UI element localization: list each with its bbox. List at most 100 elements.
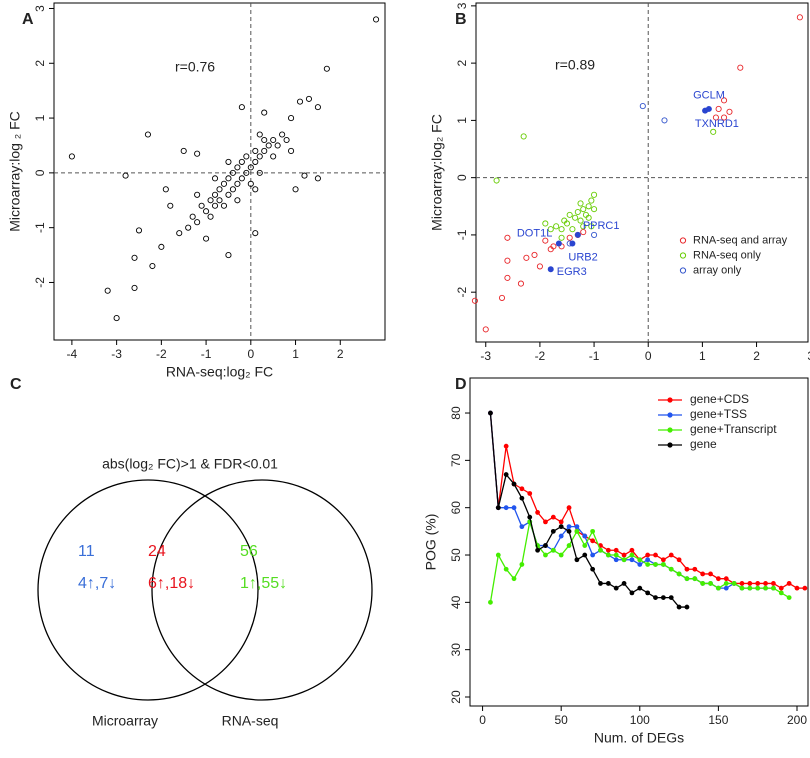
series-point [566,528,572,534]
point [542,220,549,227]
legend-label: array only [693,264,742,276]
point [270,136,277,144]
point [305,95,313,102]
series-point [621,557,627,563]
point [639,103,646,110]
series-point [739,581,745,586]
y-tick-label: -2 [33,277,47,288]
region-count: 11 [78,543,95,560]
x-tick-label: -2 [156,347,167,361]
point [220,180,228,187]
point [314,104,321,111]
legend-marker [679,267,687,274]
y-axis-label: POG (%) [423,514,439,571]
y-tick-label: -1 [455,229,469,240]
series-point [566,543,572,548]
point [569,226,576,233]
x-tick-label: -4 [67,347,78,361]
series-point [653,552,658,558]
series-point [629,557,635,563]
series-point [723,585,729,591]
highlight-label: URB2 [568,251,597,263]
point [243,153,250,160]
series-point [755,581,761,586]
y-tick-label: 50 [449,548,463,562]
point [234,164,241,171]
series-point [676,604,682,610]
point [563,220,571,227]
point [234,180,241,187]
series-point [503,566,509,572]
point [185,224,192,231]
point [591,231,598,238]
y-axis-label: Microarray:log₂ FC [429,114,445,231]
series-point [605,581,611,586]
plot-frame [469,377,809,707]
series-point [739,585,745,591]
series-point [519,486,525,492]
point [265,142,272,149]
series-point [558,552,564,558]
series-point [543,552,548,558]
point [536,263,543,270]
series-point [590,552,596,558]
point [577,217,584,224]
point [471,297,478,304]
series-point [574,524,580,530]
point [252,158,259,165]
series-point [613,552,619,558]
point [194,219,201,226]
series-point [676,571,682,577]
series-point [621,552,627,558]
series-point [495,552,501,558]
x-tick-label: -1 [589,349,600,363]
point [566,234,573,241]
x-axis-label: Num. of DEGs [594,730,684,746]
series-point [598,581,603,586]
point [661,117,668,124]
series-point [747,581,753,586]
region-detail: 1↑,55↓ [240,575,287,592]
y-tick-label: 2 [455,59,469,66]
series-point [613,547,619,553]
highlight-point [547,266,554,273]
point [577,200,584,207]
venn-circle [37,479,259,701]
region-count: 56 [240,543,258,560]
point [373,16,380,23]
point [585,203,592,210]
x-tick-label: 0 [479,713,486,727]
point [220,202,228,209]
x-tick-label: -2 [535,349,546,363]
series-point [660,557,666,563]
point [211,175,219,182]
y-tick-label: -1 [33,222,47,233]
legend-label: gene+TSS [690,407,747,421]
y-tick-label: 80 [449,406,463,420]
x-tick-label: 50 [555,713,569,727]
point [542,237,549,244]
point [710,128,717,135]
point [261,136,268,144]
point [580,229,587,236]
series-point [566,524,572,530]
series-point [684,604,690,610]
series-point [771,581,776,586]
point [203,208,210,215]
point [726,108,733,115]
point [270,153,277,160]
series-point [582,533,588,539]
venn-title: abs(log₂ FC)>1 & FDR<0.01 [102,456,278,472]
y-tick-label: 3 [33,5,47,12]
point [225,191,232,198]
series-point [574,557,580,563]
series-point [503,505,509,511]
x-tick-label: 200 [787,713,807,727]
series-point [778,585,784,591]
series-point [692,566,698,572]
point [504,274,511,281]
panel-label: B [455,11,467,28]
point [229,186,236,193]
annotation: r=0.89 [555,57,595,73]
point [216,186,223,193]
